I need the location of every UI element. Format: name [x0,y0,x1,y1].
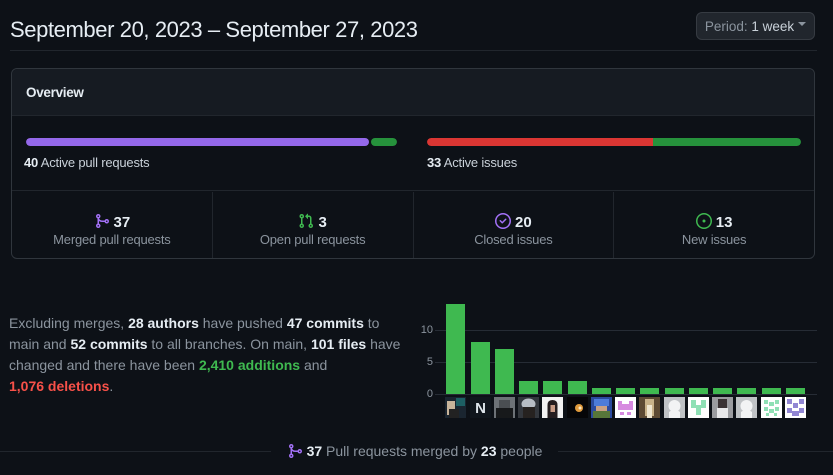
svg-text:N: N [475,400,486,417]
